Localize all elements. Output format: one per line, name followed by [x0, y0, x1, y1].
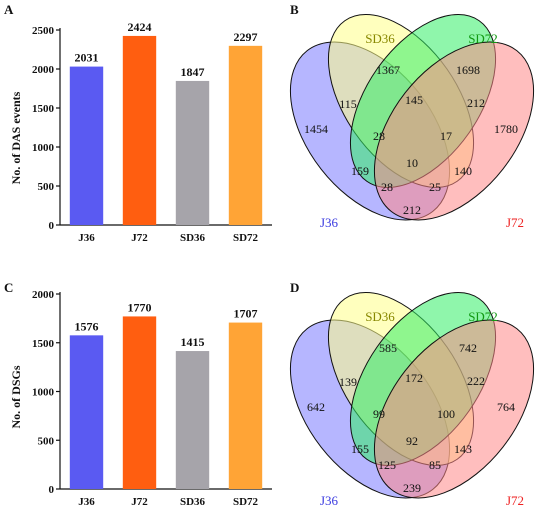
venn-set-label-j72: J72	[506, 215, 524, 230]
x-tick-label: SD36	[180, 232, 206, 244]
bar-chart-das-events: A No. of DAS events 0 500 1000 1500 2000 2500…	[4, 2, 272, 244]
y-axis-label: No. of DAS events	[9, 91, 23, 184]
data-label: 2031	[75, 51, 99, 65]
panel-label-b: B	[290, 2, 299, 17]
venn-set-label-sd72: SD72	[468, 31, 498, 46]
venn-diagram-das-events: B 1367 1698 1454 1780 115 145 212 28 17 159 10 140 2…	[289, 2, 535, 230]
venn-set-label-j36: J36	[320, 493, 339, 508]
venn-count-j36-sd36: 115	[339, 97, 357, 111]
x-tick-label: SD36	[180, 496, 206, 508]
venn-group: 1367 1698 1454 1780 115 145 212 28 17 159 10 140 28 2…	[289, 14, 535, 230]
venn-count-sd72-j72: 222	[467, 374, 485, 388]
venn-count-j36-j72: 212	[403, 203, 421, 217]
data-label: 2424	[128, 20, 152, 34]
venn-count-j36-sd72: 155	[351, 442, 369, 456]
bar-j36	[69, 335, 104, 489]
x-tick-label: J36	[78, 496, 95, 508]
data-label: 1415	[181, 335, 205, 349]
venn-set-label-sd36: SD36	[365, 309, 395, 324]
bar-chart-dsgs: C No. of DSGs 0 500 1000 1500 2000 1576 J36 177…	[4, 280, 272, 508]
venn-count-sd36-sd72: 145	[405, 93, 423, 107]
venn-count-all: 92	[406, 434, 418, 448]
venn-count-j36-sd72-j72: 28	[381, 180, 393, 194]
venn-count-j72-only: 1780	[494, 122, 518, 136]
venn-set-label-sd36: SD36	[365, 31, 395, 46]
data-label: 1847	[181, 65, 205, 79]
venn-count-j36-only: 642	[307, 400, 325, 414]
venn-count-all: 10	[406, 156, 418, 170]
venn-count-sd36-sd72: 172	[405, 371, 423, 385]
data-label: 1576	[75, 319, 99, 333]
venn-set-label-j72: J72	[506, 493, 524, 508]
x-tick-label: J36	[78, 232, 95, 244]
venn-diagram-dsgs: D 585 742 642 764 139 172 222 99 100 155 92 143 125 8…	[289, 280, 535, 508]
y-tick-label: 1500	[32, 103, 55, 115]
bar-sd72	[228, 45, 263, 225]
venn-count-sd36-sd72-j72: 17	[440, 129, 452, 143]
bar-j72	[122, 316, 157, 489]
bars-group: 0 500 1000 1500 2000 1576 J36 1770 J72 1415 SD36 17…	[32, 289, 272, 508]
bar-j36	[69, 66, 104, 225]
venn-count-j36-sd72-j72: 125	[378, 458, 396, 472]
panel-label-d: D	[290, 280, 299, 295]
data-label: 1770	[128, 300, 152, 314]
venn-count-j36-sd36: 139	[339, 375, 357, 389]
venn-count-sd36-sd72-j72: 100	[437, 407, 455, 421]
y-tick-label: 0	[49, 484, 55, 496]
venn-count-j72-only: 764	[497, 400, 515, 414]
y-tick-label: 1500	[32, 338, 55, 350]
panel-label-c: C	[4, 280, 13, 295]
bars-group: 0 500 1000 1500 2000 2500 2031 J36 2424 J72 1847 SD…	[32, 20, 272, 244]
y-tick-label: 2000	[32, 64, 55, 76]
x-tick-label: SD72	[233, 232, 259, 244]
venn-count-sd36-j72: 140	[454, 164, 472, 178]
y-tick-label: 500	[38, 435, 55, 447]
bar-sd72	[228, 322, 263, 489]
x-tick-label: SD72	[233, 496, 259, 508]
data-label: 2297	[234, 30, 258, 44]
panel-label-a: A	[4, 2, 14, 17]
y-axis-label: No. of DSGs	[9, 365, 23, 428]
venn-count-j36-only: 1454	[304, 122, 328, 136]
venn-set-j72	[373, 41, 535, 221]
bar-sd36	[175, 351, 210, 489]
venn-count-j36-sd72: 159	[351, 164, 369, 178]
venn-count-j36-sd36-j72: 85	[429, 458, 441, 472]
y-tick-label: 1000	[32, 387, 55, 399]
venn-set-label-sd72: SD72	[468, 309, 498, 324]
data-label: 1707	[234, 307, 258, 321]
venn-count-sd72-j72: 212	[467, 96, 485, 110]
venn-count-sd72-only: 742	[459, 341, 477, 355]
venn-count-sd36-only: 1367	[376, 63, 400, 77]
x-tick-label: J72	[131, 232, 148, 244]
y-tick-label: 2000	[32, 289, 55, 301]
venn-count-j36-j72: 239	[403, 481, 421, 495]
venn-count-j36-sd36-sd72: 28	[373, 129, 385, 143]
y-tick-label: 1000	[32, 142, 55, 154]
venn-group: 585 742 642 764 139 172 222 99 100 155 92 143 125 85 2…	[289, 292, 535, 508]
bar-j72	[122, 35, 157, 225]
venn-count-sd72-only: 1698	[456, 63, 480, 77]
venn-count-sd36-only: 585	[379, 341, 397, 355]
y-tick-label: 500	[38, 181, 55, 193]
venn-count-j36-sd36-sd72: 99	[373, 407, 385, 421]
x-tick-label: J72	[131, 496, 148, 508]
venn-set-label-j36: J36	[320, 215, 339, 230]
bar-sd36	[175, 80, 210, 226]
venn-count-j36-sd36-j72: 25	[429, 180, 441, 194]
y-tick-label: 0	[49, 220, 55, 232]
y-tick-label: 2500	[32, 25, 55, 37]
venn-count-sd36-j72: 143	[454, 442, 472, 456]
venn-set-j72	[373, 319, 535, 499]
